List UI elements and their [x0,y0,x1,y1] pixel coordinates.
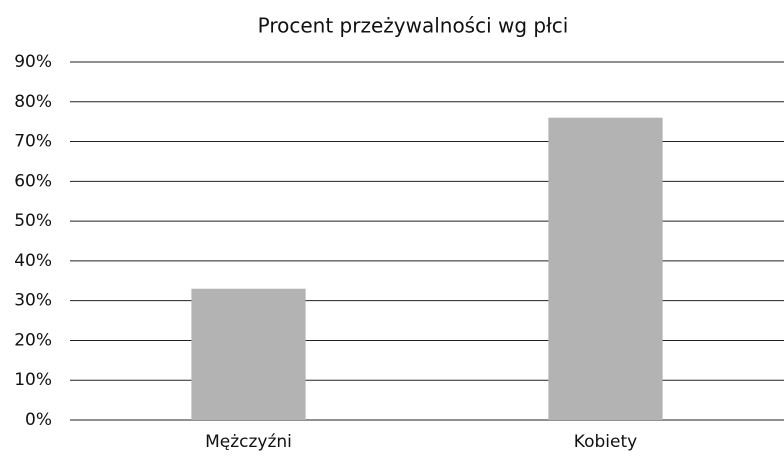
y-tick-label: 40% [14,251,52,271]
y-tick-label: 30% [14,291,52,311]
y-tick-label: 90% [14,52,52,72]
chart-title: Procent przeżywalności wg płci [258,14,569,38]
x-tick-label: Mężczyźni [205,432,292,452]
bar [548,117,663,420]
y-tick-label: 80% [14,92,52,112]
x-tick-label: Kobiety [574,432,637,452]
y-tick-label: 20% [14,330,52,350]
y-tick-label: 10% [14,370,52,390]
bar [191,288,306,420]
y-tick-label: 70% [14,132,52,152]
y-tick-label: 60% [14,171,52,191]
y-tick-label: 50% [14,211,52,231]
y-tick-label: 0% [25,410,52,430]
